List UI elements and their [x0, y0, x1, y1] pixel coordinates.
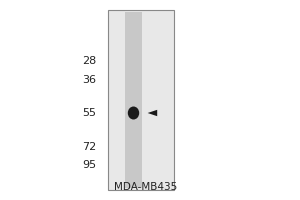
Polygon shape: [148, 110, 157, 116]
Ellipse shape: [128, 106, 139, 119]
Bar: [108, 10, 174, 190]
Text: MDA-MB435: MDA-MB435: [114, 182, 177, 192]
Bar: [125, 12, 142, 188]
Text: 95: 95: [82, 160, 96, 170]
Text: 55: 55: [82, 108, 96, 118]
Text: 36: 36: [82, 75, 96, 85]
Text: 72: 72: [82, 142, 96, 152]
Text: 28: 28: [82, 56, 96, 66]
